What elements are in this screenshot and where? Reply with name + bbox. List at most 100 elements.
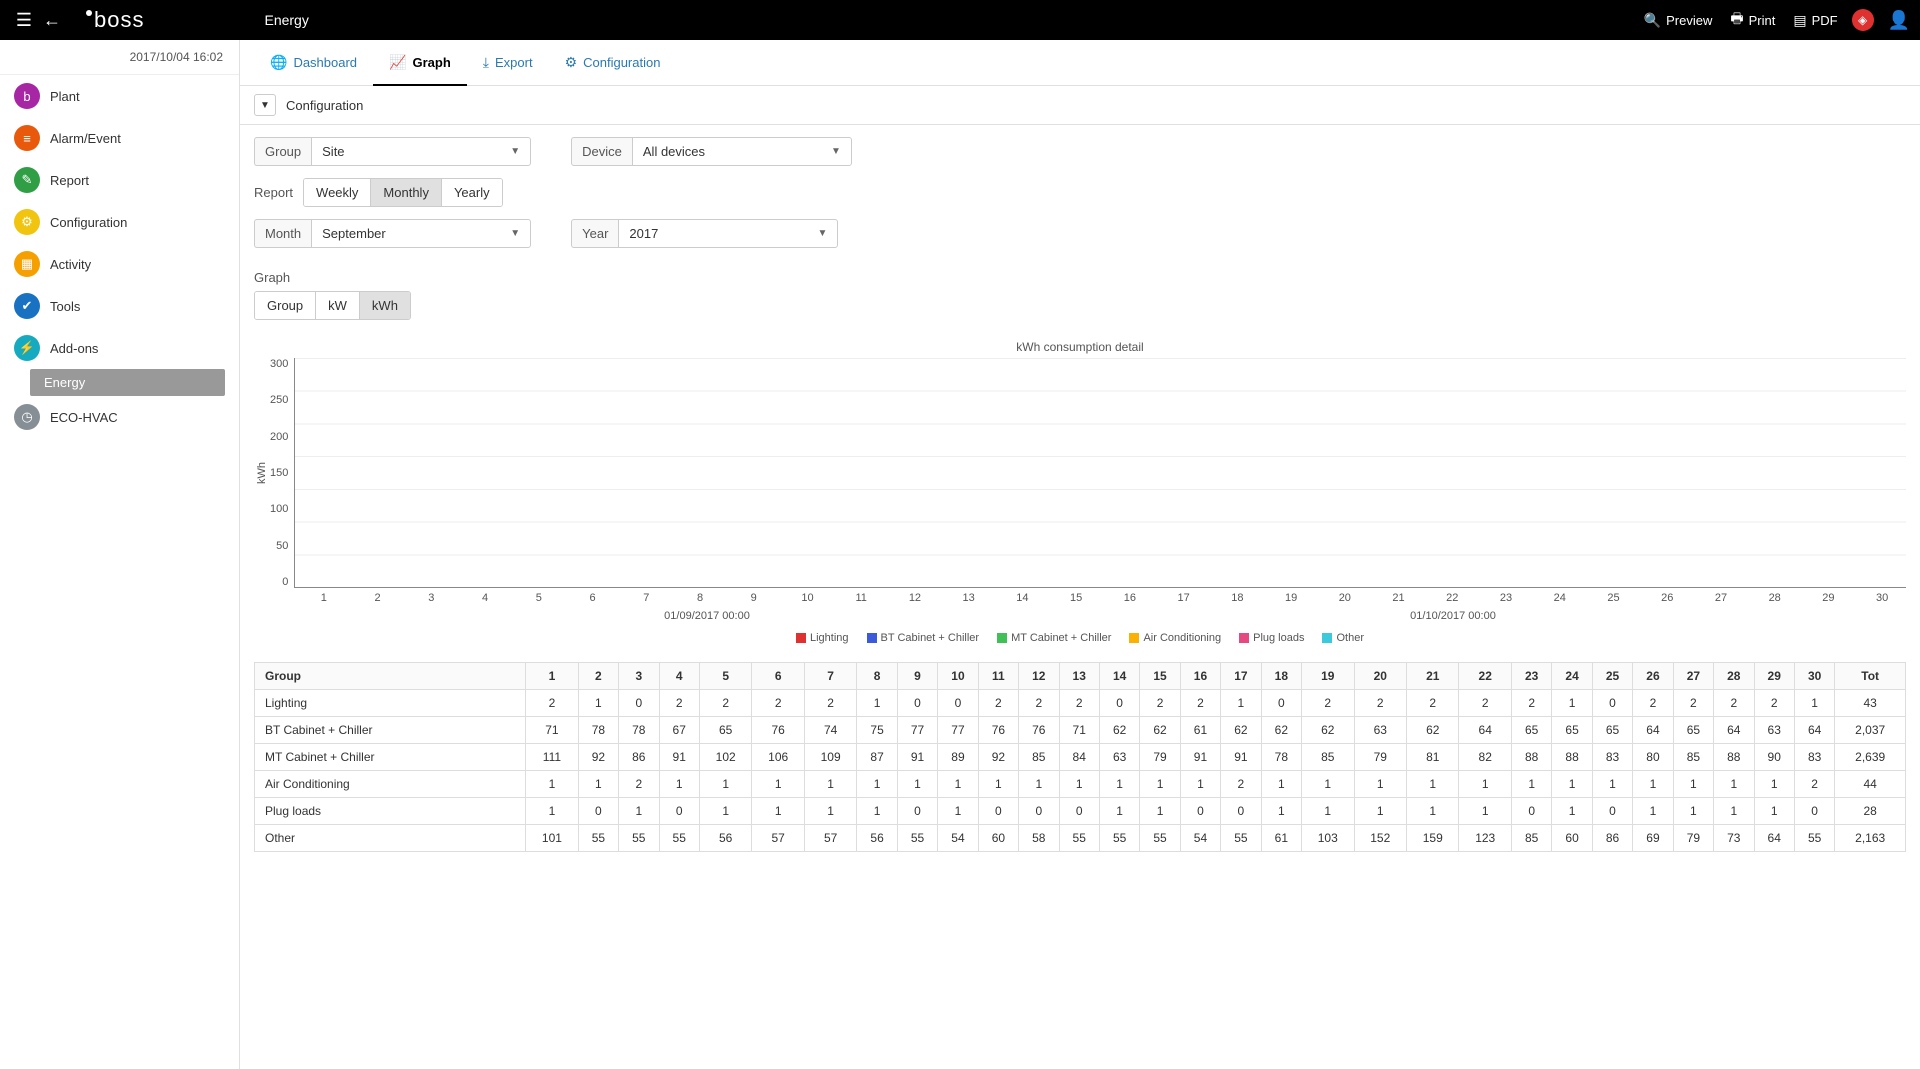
report-option-yearly[interactable]: Yearly [442, 179, 502, 206]
table-cell: 0 [897, 798, 937, 825]
month-select[interactable]: Month September▼ [254, 219, 531, 248]
table-cell: 79 [1140, 744, 1180, 771]
table-cell: 80 [1633, 744, 1673, 771]
sidebar-item-alarm-event[interactable]: ≡Alarm/Event [0, 117, 239, 159]
user-icon[interactable]: 👤 [1888, 10, 1910, 31]
sidebar-item-tools[interactable]: ✔Tools [0, 285, 239, 327]
table-header-day: 22 [1459, 663, 1511, 690]
table-cell: 1 [1794, 690, 1834, 717]
table-header-day: 29 [1754, 663, 1794, 690]
table-cell: 86 [1592, 825, 1632, 852]
table-cell: 1 [897, 771, 937, 798]
table-cell: 1 [938, 771, 978, 798]
table-cell: 1 [619, 798, 659, 825]
table-cell: 64 [1794, 717, 1834, 744]
group-select[interactable]: Group Site▼ [254, 137, 531, 166]
sidebar-item-eco-hvac[interactable]: ◷ECO-HVAC [0, 396, 239, 438]
table-cell: 1 [1180, 771, 1220, 798]
table-header-total: Tot [1835, 663, 1906, 690]
table-row: Plug loads101011110100011001111101011110… [255, 798, 1906, 825]
table-cell: 159 [1407, 825, 1459, 852]
collapse-toggle[interactable]: ▼ [254, 94, 276, 116]
sidebar-item-plant[interactable]: bPlant [0, 75, 239, 117]
table-cell: 55 [1140, 825, 1180, 852]
table-cell: 2 [1794, 771, 1834, 798]
pdf-button[interactable]: ▤PDF [1793, 12, 1837, 29]
config-section-bar: ▼ Configuration [240, 86, 1920, 125]
graph-mode-kw[interactable]: kW [316, 292, 360, 319]
sidebar-item-configuration[interactable]: ⚙Configuration [0, 201, 239, 243]
table-cell: 152 [1354, 825, 1406, 852]
table-cell: 0 [1511, 798, 1551, 825]
sidebar-subitem-energy[interactable]: Energy [30, 369, 225, 396]
table-cell: 1 [1633, 771, 1673, 798]
table-cell: 2 [659, 690, 699, 717]
graph-mode-kwh[interactable]: kWh [360, 292, 410, 319]
table-cell: 91 [659, 744, 699, 771]
report-option-weekly[interactable]: Weekly [304, 179, 371, 206]
table-cell: 54 [938, 825, 978, 852]
back-icon[interactable]: ← [38, 10, 66, 31]
device-select[interactable]: Device All devices▼ [571, 137, 852, 166]
table-header-day: 27 [1673, 663, 1713, 690]
sidebar-icon: ≡ [14, 125, 40, 151]
table-cell: 1 [1407, 771, 1459, 798]
tab-graph[interactable]: 📈Graph [373, 41, 467, 86]
chart-xaxis-dates: 01/09/2017 00:0001/10/2017 00:00 [254, 610, 1906, 622]
table-cell: 2 [1511, 690, 1551, 717]
legend-swatch [796, 633, 806, 643]
sidebar-item-activity[interactable]: ▦Activity [0, 243, 239, 285]
shield-icon[interactable]: ◈ [1852, 9, 1874, 31]
table-header-day: 24 [1552, 663, 1592, 690]
table-cell: 65 [1511, 717, 1551, 744]
table-cell: 55 [1221, 825, 1261, 852]
report-option-monthly[interactable]: Monthly [371, 179, 442, 206]
tab-dashboard[interactable]: 🌐Dashboard [254, 40, 373, 85]
table-cell: 87 [857, 744, 897, 771]
table-cell: 67 [659, 717, 699, 744]
table-cell: 55 [659, 825, 699, 852]
sidebar-icon: b [14, 83, 40, 109]
table-cell: 92 [578, 744, 618, 771]
table-header-day: 20 [1354, 663, 1406, 690]
table-cell: 1 [1140, 798, 1180, 825]
table-cell: 64 [1459, 717, 1511, 744]
sidebar-item-add-ons[interactable]: ⚡Add-ons [0, 327, 239, 369]
hamburger-icon[interactable]: ☰ [10, 10, 38, 31]
print-button[interactable]: 🖶Print [1730, 8, 1775, 32]
legend-swatch [867, 633, 877, 643]
table-cell: 85 [1302, 744, 1354, 771]
section-title: Configuration [286, 98, 363, 113]
legend-item: Air Conditioning [1129, 632, 1221, 644]
sidebar-item-report[interactable]: ✎Report [0, 159, 239, 201]
print-icon: 🖶 [1730, 8, 1743, 32]
table-cell: 58 [1019, 825, 1059, 852]
table-cell: 1 [1714, 798, 1754, 825]
table-cell: 2 [699, 690, 751, 717]
table-cell-name: Plug loads [255, 798, 526, 825]
tab-export[interactable]: ⤓Export [467, 40, 549, 85]
table-cell: 2 [1673, 690, 1713, 717]
table-cell: 84 [1059, 744, 1099, 771]
year-select[interactable]: Year 2017▼ [571, 219, 838, 248]
table-cell: 123 [1459, 825, 1511, 852]
sidebar-icon: ▦ [14, 251, 40, 277]
chart-ylabel: kWh [254, 358, 270, 588]
preview-button[interactable]: 🔍Preview [1644, 12, 1713, 29]
table-cell: 76 [1019, 717, 1059, 744]
table-cell: 63 [1354, 717, 1406, 744]
table-cell: 60 [978, 825, 1018, 852]
chart-xaxis: 1234567891011121314151617181920212223242… [254, 592, 1906, 604]
table-cell: 1 [978, 771, 1018, 798]
table-header-day: 18 [1261, 663, 1301, 690]
table-cell: 89 [938, 744, 978, 771]
table-header-day: 26 [1633, 663, 1673, 690]
table-cell-name: Air Conditioning [255, 771, 526, 798]
table-cell: 1 [1552, 690, 1592, 717]
table-cell: 1 [1261, 771, 1301, 798]
table-cell: 54 [1180, 825, 1220, 852]
graph-mode-group[interactable]: Group [255, 292, 316, 319]
table-cell: 2 [752, 690, 804, 717]
table-cell: 0 [897, 690, 937, 717]
tab-configuration[interactable]: ⚙Configuration [549, 40, 677, 85]
